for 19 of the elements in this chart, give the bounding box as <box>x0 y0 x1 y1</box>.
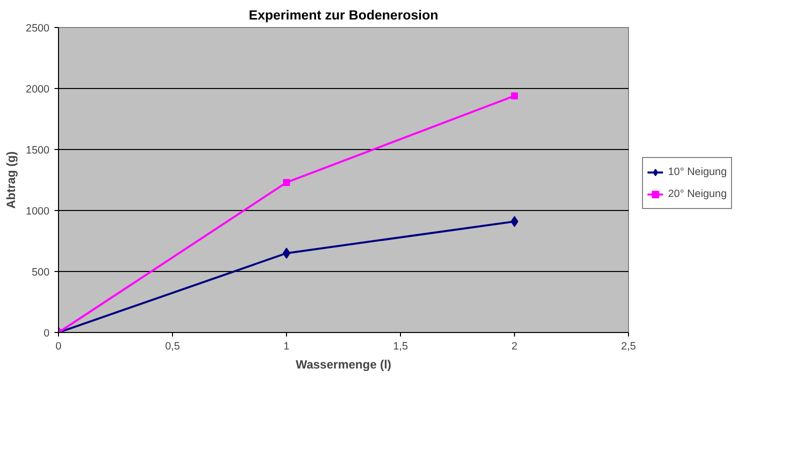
legend-label: 20° Neigung <box>668 188 727 200</box>
x-tick-label: 1 <box>284 340 290 352</box>
x-tick-label: 0,5 <box>165 340 180 352</box>
x-tick-label: 0 <box>56 340 62 352</box>
y-tick-label: 2500 <box>26 22 50 34</box>
chart-title: Experiment zur Bodenerosion <box>248 8 438 22</box>
legend-label: 10° Neigung <box>668 166 727 178</box>
point <box>283 178 290 186</box>
y-tick-label: 0 <box>44 328 50 340</box>
y-tick-label: 1500 <box>26 144 50 156</box>
y-tick-label: 500 <box>32 266 50 278</box>
point <box>511 92 518 100</box>
y-tick-label: 1000 <box>26 206 50 218</box>
y-tick-label: 2000 <box>26 84 50 96</box>
y-axis-title: Abtrag (g) <box>4 151 18 209</box>
x-axis-title: Wassermenge (l) <box>296 358 392 372</box>
x-tick-label: 2 <box>512 340 518 352</box>
x-tick-label: 1,5 <box>393 340 408 352</box>
x-tick-label: 2,5 <box>621 340 636 352</box>
